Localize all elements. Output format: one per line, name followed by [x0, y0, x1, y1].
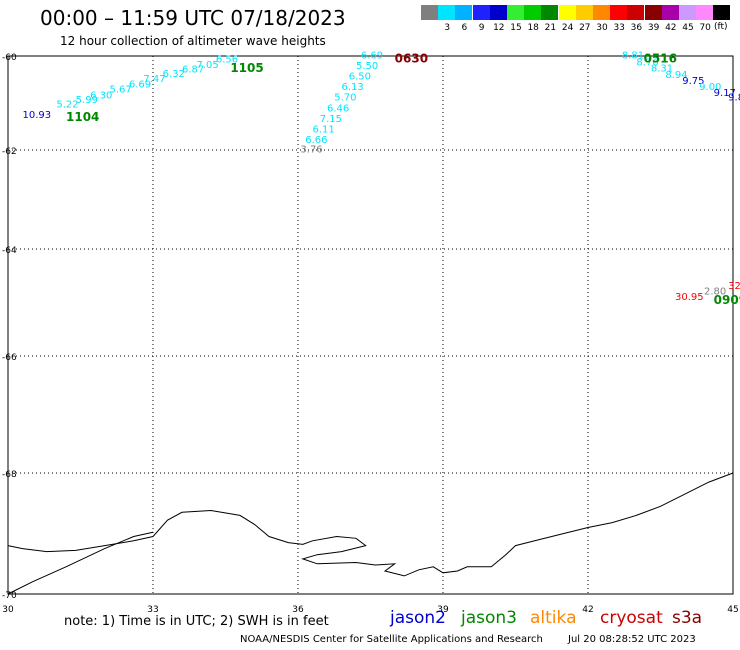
color-scale-swatch	[438, 5, 456, 20]
color-scale-label: 12	[493, 23, 505, 33]
pass-time-label: 1105	[230, 61, 263, 75]
swh-value-label: 6.30	[90, 90, 112, 101]
color-scale-swatch	[524, 5, 542, 20]
swh-value-label: 6.50	[349, 72, 371, 83]
color-scale-label: 21	[544, 23, 557, 33]
coastline-shelf	[7, 531, 154, 595]
y-tick-label: -66	[2, 353, 17, 363]
color-scale-swatch	[541, 5, 559, 20]
color-scale-swatch	[679, 5, 696, 20]
color-scale-label: 9	[478, 23, 485, 33]
swh-value-label: 6.11	[313, 125, 335, 136]
x-tick-label: 45	[727, 605, 738, 615]
color-scale-swatch	[610, 5, 628, 20]
swh-value-label: 2.80	[704, 286, 726, 297]
pass-time-label: 0909	[714, 293, 740, 307]
color-scale-swatch	[644, 5, 662, 20]
swh-value-label: 8.31	[651, 64, 673, 75]
swh-value-label: 9.17	[714, 88, 736, 99]
swh-value-label: 6.32	[163, 69, 185, 80]
swh-value-label: 8.94	[665, 70, 687, 81]
pass-time-label: 1104	[66, 110, 99, 124]
color-scale-swatch	[489, 5, 507, 20]
color-scale-swatch	[558, 5, 576, 20]
coastline	[7, 472, 734, 577]
chart-subtitle: 12 hour collection of altimeter wave hei…	[60, 34, 326, 48]
color-scale-label: 27	[579, 23, 591, 33]
swh-value-label: 6.13	[342, 82, 364, 93]
x-tick-label: 30	[2, 605, 14, 615]
swh-value-label: 9.00	[699, 82, 721, 93]
pass-time-label: 0630	[395, 51, 428, 65]
color-scale-label: 3	[444, 23, 451, 33]
swh-value-label: 6.66	[305, 135, 327, 146]
color-scale-swatch	[696, 5, 714, 20]
color-scale-label: 18	[527, 23, 539, 33]
color-scale-label: 70	[699, 23, 711, 33]
x-tick-label: 33	[147, 605, 158, 615]
swh-value-label: 5.70	[334, 93, 356, 104]
swh-value-label: 6.69	[361, 50, 383, 61]
swh-value-label: 7.05	[197, 60, 219, 71]
swh-value-label: 5.22	[56, 100, 78, 111]
color-scale-label: 33	[613, 23, 625, 33]
color-scale-swatch	[472, 5, 490, 20]
x-tick-label: 36	[292, 605, 304, 615]
color-scale-label: 15	[510, 23, 522, 33]
pass-time-label: 0516	[644, 51, 677, 65]
legend-item-s3a: s3a	[672, 608, 703, 628]
color-scale-label: 6	[461, 23, 468, 33]
swh-value-label: 6.56	[216, 55, 238, 66]
color-scale-swatch	[455, 5, 473, 20]
color-scale-unit: (ft)	[714, 22, 728, 32]
swh-value-label: 30.95	[675, 292, 704, 303]
swh-value-label: 6.87	[182, 64, 204, 75]
plot-frame	[7, 55, 734, 595]
swh-value-label: 5.67	[110, 85, 132, 96]
color-scale-label: 42	[665, 23, 677, 33]
footnote: note: 1) Time is in UTC; 2) SWH is in fe…	[64, 614, 329, 629]
color-scale-swatch	[661, 5, 679, 20]
legend-item-cryosat: cryosat	[600, 608, 663, 628]
legend-item-jason2: jason2	[390, 608, 446, 628]
swh-value-label: 9.8	[728, 93, 740, 104]
swh-value-label: 7.47	[143, 74, 165, 85]
swh-value-label: 10.93	[23, 110, 52, 121]
color-scale-label: 45	[682, 23, 694, 33]
swh-value-label: 5.50	[356, 61, 378, 72]
color-scale-swatch	[713, 5, 731, 20]
swh-value-label: 8.81	[622, 50, 644, 61]
swh-value-label: 6.69	[129, 79, 151, 90]
swh-value-label: 8.76	[636, 57, 658, 68]
page-title: 00:00 – 11:59 UTC 07/18/2023	[40, 6, 346, 30]
credit-line: NOAA/NESDIS Center for Satellite Applica…	[240, 634, 543, 645]
y-tick-label: -70	[2, 591, 17, 601]
legend-item-jason3: jason3	[461, 608, 517, 628]
y-tick-label: -68	[2, 470, 17, 480]
legend-item-altika: altika	[530, 608, 577, 628]
color-scale-label: 36	[630, 23, 643, 33]
y-tick-label: -64	[2, 246, 17, 256]
y-tick-label: -60	[2, 53, 17, 63]
color-scale-label: 30	[596, 23, 608, 33]
color-scale-swatch	[421, 5, 438, 20]
swh-value-label: 32.0	[728, 281, 740, 292]
swh-value-label: 3.76	[300, 144, 322, 155]
color-scale-label: 24	[561, 23, 574, 33]
color-scale-label: 39	[647, 23, 660, 33]
swh-value-label: 9.75	[682, 76, 704, 87]
x-tick-label: 39	[437, 605, 449, 615]
x-tick-label: 42	[582, 605, 593, 615]
color-scale-swatch	[627, 5, 645, 20]
color-scale-swatch	[593, 5, 610, 20]
color-scale-swatch	[507, 5, 524, 20]
y-tick-label: -62	[2, 147, 17, 157]
swh-value-label: 6.46	[327, 103, 349, 114]
swh-value-label: 7.15	[320, 114, 342, 125]
generated-timestamp: Jul 20 08:28:52 UTC 2023	[568, 634, 696, 645]
color-scale-swatch	[575, 5, 593, 20]
swh-value-label: 5.99	[76, 95, 98, 106]
